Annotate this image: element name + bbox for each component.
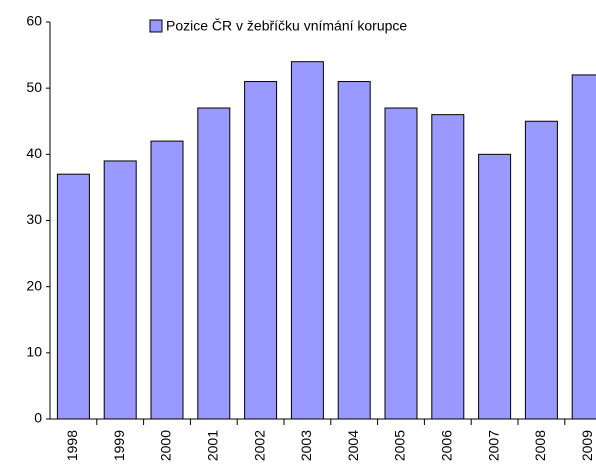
x-tick-label: 2007: [485, 430, 501, 461]
x-tick-label: 2000: [158, 430, 174, 461]
y-tick-label: 30: [26, 211, 42, 227]
y-tick-label: 50: [26, 79, 42, 95]
bar: [384, 107, 418, 420]
bar: [290, 61, 324, 420]
bar: [150, 140, 184, 420]
x-tick-label: 1998: [64, 430, 80, 461]
bar: [478, 153, 512, 420]
bar: [431, 114, 465, 420]
legend-swatch: [149, 19, 163, 33]
x-tick-label: 2008: [532, 430, 548, 461]
x-tick-label: 2005: [392, 430, 408, 461]
x-tick-label: 2001: [205, 430, 221, 461]
bar: [244, 81, 278, 420]
bar: [56, 173, 90, 420]
x-tick-label: 1999: [111, 430, 127, 461]
bar: [197, 107, 231, 420]
y-tick-label: 60: [26, 13, 42, 29]
y-tick-label: 20: [26, 277, 42, 293]
bar: [337, 81, 371, 420]
legend-label: Pozice ČR v žebříčku vnímání korupce: [166, 18, 407, 34]
y-tick-label: 40: [26, 145, 42, 161]
x-tick-label: 2009: [579, 430, 595, 461]
y-tick-label: 0: [34, 410, 42, 426]
x-tick-label: 2002: [251, 430, 267, 461]
bar: [524, 120, 558, 420]
bar: [571, 74, 596, 420]
bar: [103, 160, 137, 420]
y-tick-label: 10: [26, 344, 42, 360]
x-tick-label: 2003: [298, 430, 314, 461]
x-tick-label: 2006: [439, 430, 455, 461]
x-tick-label: 2004: [345, 430, 361, 461]
